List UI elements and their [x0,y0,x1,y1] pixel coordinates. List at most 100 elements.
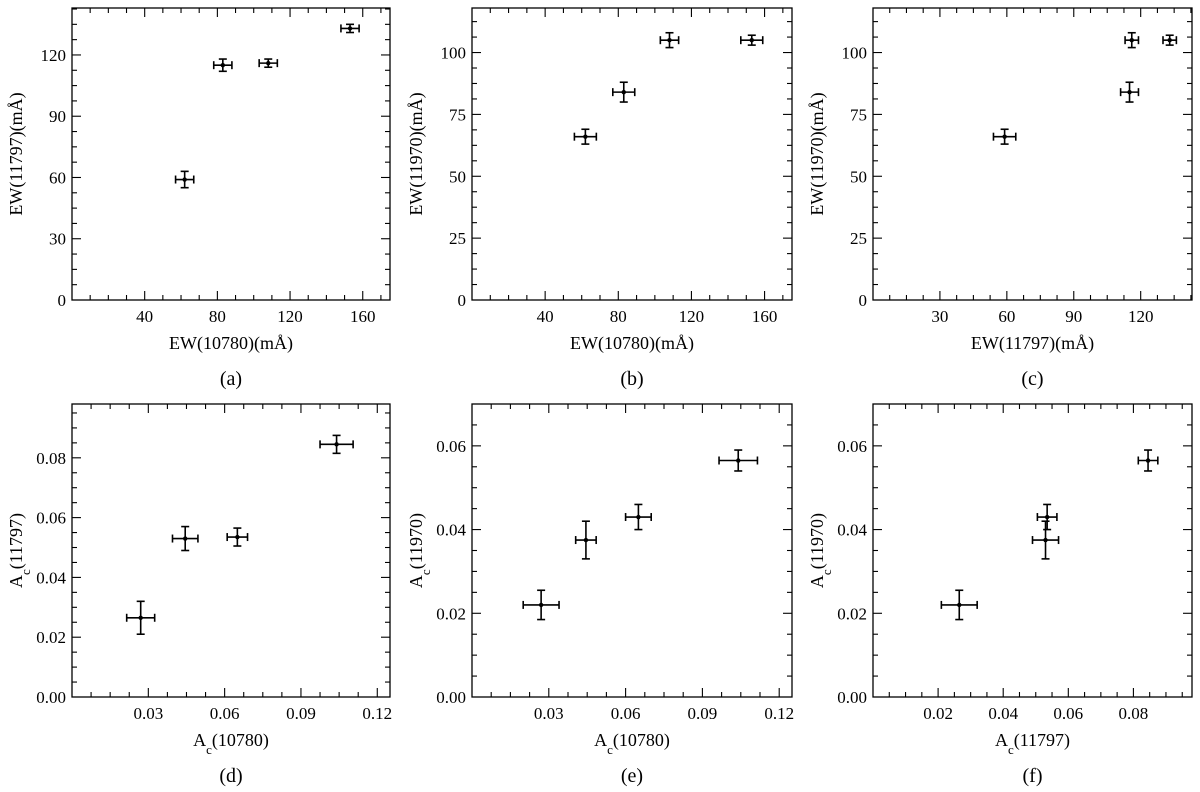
data-point-with-errorbars [174,170,195,189]
x-tick-label: 0.08 [1119,704,1149,723]
axis-ticks [72,8,390,300]
x-tick-label: 40 [136,307,153,326]
plot-frame [471,7,793,301]
data-point-with-errorbars [212,58,233,73]
data-point-marker [621,89,626,95]
data-point-marker [1044,514,1050,520]
data-point-with-errorbars [1137,449,1159,472]
plot-frame [471,403,793,698]
panel-label: (b) [620,368,643,390]
data-point-marker [583,537,589,543]
data-point-marker [957,602,962,608]
x-tick-label: 90 [1065,307,1082,326]
y-tick-label: 75 [449,105,466,124]
chart-panel: 0.02 0.04 0.06 0.08 0.00 0.02 0.04 0.06 Ac(11797… [807,403,1193,787]
y-tick-label: 100 [842,44,868,63]
y-tick-label: 0.06 [837,437,867,456]
data-point-marker [1002,134,1007,139]
y-axis-label: Ac(11797) [6,513,33,588]
data-point-with-errorbars [522,589,560,621]
data-point-with-errorbars [340,23,360,34]
data-point-marker [347,26,353,31]
panel-label: (c) [1021,368,1043,390]
data-point-marker [1129,37,1134,43]
y-tick-label: 0.00 [436,688,466,707]
x-tick-label: 80 [209,307,226,326]
data-point-marker [749,37,754,43]
x-tick-label: 0.02 [923,704,953,723]
data-point-with-errorbars [319,434,354,455]
data-point-marker [183,536,188,541]
y-tick-label: 0.02 [837,604,867,623]
y-tick-label: 75 [850,105,867,124]
y-tick-label: 0 [859,291,868,310]
data-point-with-errorbars [739,34,764,46]
y-tick-label: 60 [49,168,66,187]
data-point-marker [1043,537,1048,543]
x-tick-label: 0.06 [210,704,240,723]
data-point-with-errorbars [125,600,156,636]
y-axis-label: Ac(11970) [807,513,834,588]
x-tick-label: 0.03 [133,704,163,723]
x-axis-label: EW(11797)(mÅ) [971,333,1094,354]
data-point-marker [182,177,187,182]
y-tick-label: 0.00 [837,688,867,707]
data-point-with-errorbars [573,128,598,145]
data-point-with-errorbars [258,58,279,69]
data-point-with-errorbars [574,520,597,560]
data-point-marker [138,615,143,620]
axis-ticks [873,404,1192,697]
x-tick-label: 120 [1128,307,1154,326]
y-tick-label: 50 [850,167,867,186]
data-point-with-errorbars [1031,520,1060,560]
data-point-marker [235,534,240,540]
y-tick-label: 30 [49,230,66,249]
data-point-with-errorbars [171,525,199,552]
panel-label: (e) [621,765,643,787]
x-axis-label: Ac(10780) [193,730,269,757]
data-point-marker [667,37,672,43]
data-point-marker [736,458,741,463]
data-point-with-errorbars [1162,34,1178,46]
data-point-marker [538,602,544,608]
y-tick-label: 0.02 [36,628,66,647]
y-tick-label: 0.06 [436,437,466,456]
x-axis-label: EW(10780)(mÅ) [169,333,293,354]
y-tick-label: 100 [441,44,467,63]
x-tick-label: 0.12 [362,704,392,723]
y-tick-label: 0.04 [36,568,66,587]
y-tick-label: 0 [58,291,67,310]
panel-label: (a) [220,368,242,390]
plot-frame [872,7,1193,301]
x-axis-label: Ac(10780) [594,730,670,757]
data-point-with-errorbars [226,527,249,547]
x-tick-label: 40 [537,307,554,326]
data-point-with-errorbars [718,449,759,472]
x-tick-label: 30 [931,307,948,326]
y-tick-label: 0.02 [436,604,466,623]
x-tick-label: 0.09 [286,704,316,723]
y-tick-label: 0.00 [36,688,66,707]
x-tick-label: 0.03 [534,704,564,723]
chart-panel: 40 80 120 160 0 30 60 90 120 EW(10780)(mÅ) EW(1179… [6,7,391,390]
data-point-marker [220,62,226,68]
data-point-with-errorbars [992,128,1017,145]
x-tick-label: 160 [752,307,778,326]
y-axis-label: EW(11970)(mÅ) [807,92,828,215]
y-tick-label: 0.06 [36,509,66,528]
data-point-with-errorbars [1036,503,1058,531]
data-point-marker [636,514,641,520]
chart-panel: 40 80 120 160 0 25 50 75 100 EW(10780)(mÅ) EW(1197… [406,7,793,390]
x-tick-label: 0.04 [988,704,1018,723]
data-point-marker [1167,37,1172,43]
axis-ticks [873,8,1192,300]
data-point-with-errorbars [940,589,978,621]
axis-ticks [72,404,390,697]
x-tick-label: 0.06 [611,704,641,723]
data-point-with-errorbars [1119,81,1140,103]
y-tick-label: 0 [458,291,467,310]
y-tick-label: 120 [41,46,67,65]
chart-panel: 0.03 0.06 0.09 0.12 0.00 0.02 0.04 0.06 Ac(10780… [406,403,794,787]
x-tick-label: 80 [610,307,627,326]
